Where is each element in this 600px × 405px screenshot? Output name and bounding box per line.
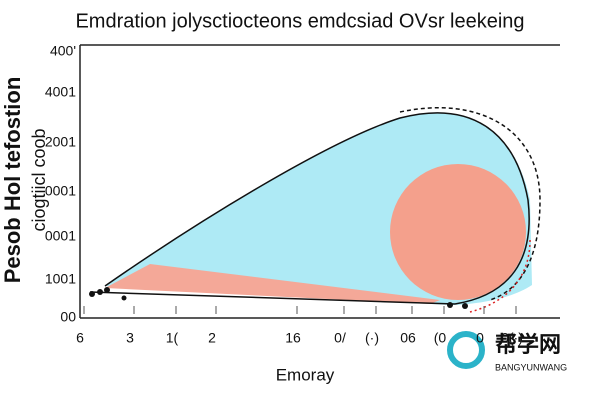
dot bbox=[462, 303, 468, 309]
x-tick-label: 06 bbox=[400, 330, 416, 346]
y-tick-label: 0001 bbox=[45, 228, 76, 244]
x-tick-label: 6 bbox=[76, 330, 84, 346]
x-tick-label: (0 bbox=[434, 330, 447, 346]
x-tick-label: 16 bbox=[285, 330, 301, 346]
x-tick-label: 0(·) bbox=[501, 330, 523, 346]
base-line bbox=[89, 291, 456, 305]
dot bbox=[121, 295, 127, 301]
x-tick-label: (·) bbox=[365, 330, 379, 346]
y-tick-label: 0001 bbox=[45, 183, 76, 199]
dot bbox=[104, 287, 110, 293]
chart-title: Emdration jolysctiocteons emdcsiad OVsr … bbox=[75, 10, 524, 32]
x-tick-label: 2 bbox=[208, 330, 216, 346]
watermark: 帮学网 BANGYUNWANG bbox=[447, 331, 567, 372]
x-tick-label: 3 bbox=[126, 330, 134, 346]
salmon-circle bbox=[390, 164, 526, 300]
salmon-area bbox=[105, 264, 440, 304]
dot bbox=[89, 291, 95, 297]
watermark-title: 帮学网 bbox=[495, 332, 561, 357]
y-axis-label: Pesob Hol tefostion bbox=[0, 77, 25, 284]
red-dots bbox=[469, 239, 531, 313]
watermark-subtitle: BANGYUNWANG bbox=[495, 362, 567, 372]
y-tick-label: 1001 bbox=[45, 271, 76, 287]
y-tick-label: 4001 bbox=[45, 84, 76, 100]
x-tick-label: 0 bbox=[476, 330, 484, 346]
x-tick-label: 1( bbox=[166, 330, 179, 346]
y-axis-label: ciogtiicl coob bbox=[29, 128, 49, 231]
curve bbox=[104, 112, 530, 305]
dot bbox=[447, 302, 453, 308]
y-tick-label: 2001 bbox=[45, 134, 76, 150]
watermark-logo bbox=[447, 331, 485, 369]
dot bbox=[97, 289, 103, 295]
x-axis-label: Emoray bbox=[276, 365, 335, 384]
dashed-curve bbox=[399, 107, 541, 301]
y-tick-label: 400' bbox=[50, 43, 76, 59]
y-tick-label: 00 bbox=[60, 309, 76, 325]
x-tick-label: 0/ bbox=[334, 330, 346, 346]
